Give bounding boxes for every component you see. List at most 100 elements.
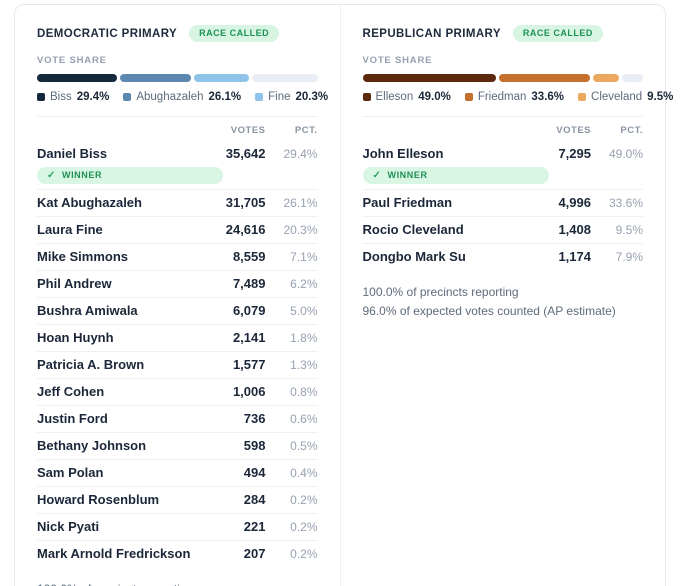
candidate-row: Justin Ford 736 0.6%	[37, 406, 318, 433]
candidate-votes: 221	[243, 519, 266, 534]
results-table-body: Daniel Biss ✓ WINNER 35,642 29.4% Kat Abughaz…	[37, 141, 318, 567]
results-table-body: John Elleson ✓ WINNER 7,295 49.0% Paul Friedm…	[362, 141, 643, 270]
candidate-name-cell: Mark Arnold Fredrickson	[37, 546, 196, 561]
candidate-votes: 2,141	[232, 330, 266, 345]
legend-item-fine: Fine 20.3%	[255, 91, 328, 103]
candidate-header-cell	[37, 125, 196, 136]
legend-item-friedman: Friedman 33.6%	[464, 91, 564, 103]
candidate-name: Kat Abughazaleh	[37, 195, 142, 210]
race-called-badge: RACE CALLED	[512, 25, 603, 42]
candidate-name-cell: Justin Ford	[37, 411, 196, 426]
candidate-votes: 6,079	[232, 303, 266, 318]
candidate-row: Nick Pyati 221 0.2%	[37, 514, 318, 541]
check-icon: ✓	[372, 169, 382, 181]
candidate-name-cell: Patricia A. Brown	[37, 357, 196, 372]
candidate-votes: 1,577	[232, 357, 266, 372]
candidate-row: Hoan Huynh 2,141 1.8%	[37, 325, 318, 352]
legend-candidate-name: Biss	[50, 91, 72, 103]
candidate-votes: 31,705	[225, 195, 266, 210]
candidate-pct: 33.6%	[608, 196, 643, 210]
candidate-row: Bethany Johnson 598 0.5%	[37, 433, 318, 460]
legend-swatch-icon	[578, 93, 587, 101]
candidate-pct: 0.4%	[290, 466, 318, 480]
candidate-name-cell: Rocio Cleveland	[363, 222, 522, 237]
race-called-badge: RACE CALLED	[189, 25, 280, 42]
results-card: DEMOCRATIC PRIMARY RACE CALLED VOTE SHAR…	[14, 4, 673, 586]
legend-candidate-name: Abughazaleh	[136, 91, 204, 103]
legend-candidate-name: Cleveland	[591, 91, 643, 103]
winner-badge: ✓ WINNER	[37, 167, 223, 184]
candidate-row: Mark Arnold Fredrickson 207 0.2%	[37, 541, 318, 567]
candidate-name-cell: Phil Andrew	[37, 276, 196, 291]
vote-share-label: VOTE SHARE	[362, 55, 433, 66]
candidate-pct: 6.2%	[290, 277, 318, 291]
candidate-name-cell: Jeff Cohen	[37, 384, 196, 399]
legend-candidate-name: Elleson	[375, 91, 414, 103]
candidate-pct: 20.3%	[283, 223, 318, 237]
bar-segment-remainder	[621, 74, 643, 82]
candidate-votes: 7,489	[232, 276, 266, 291]
vote-share-legend: Biss 29.4% Abughazaleh 26.1% Fine 20.3%	[37, 91, 328, 103]
candidate-row: Sam Polan 494 0.4%	[37, 460, 318, 487]
legend-swatch-icon	[37, 93, 45, 101]
candidate-pct: 0.2%	[290, 493, 318, 507]
panel-title: DEMOCRATIC PRIMARY	[37, 27, 178, 40]
candidate-name-cell: Daniel Biss ✓ WINNER	[37, 146, 223, 184]
candidate-header-cell	[363, 125, 522, 136]
reporting-footer: 100.0% of precincts reporting 96.0% of e…	[363, 283, 644, 321]
winner-badge: ✓ WINNER	[362, 167, 549, 184]
candidate-name-cell: Hoan Huynh	[37, 330, 196, 345]
candidate-name: Bushra Amiwala	[37, 303, 138, 318]
candidate-name-cell: Laura Fine	[37, 222, 196, 237]
candidate-name: Bethany Johnson	[37, 438, 147, 453]
candidate-name-cell: Dongbo Mark Su	[363, 249, 522, 264]
candidate-pct: 26.1%	[283, 196, 318, 210]
bar-segment-abughazaleh	[119, 74, 191, 82]
candidate-pct: 0.2%	[290, 520, 318, 534]
candidate-row: Howard Rosenblum 284 0.2%	[37, 487, 318, 514]
legend-swatch-icon	[464, 93, 473, 101]
bar-segment-fine	[193, 74, 249, 82]
legend-candidate-pct: 26.1%	[208, 91, 242, 103]
candidate-pct: 9.5%	[615, 223, 643, 237]
candidate-name: Paul Friedman	[362, 195, 453, 210]
candidate-row: Rocio Cleveland 1,408 9.5%	[362, 217, 643, 244]
expected-votes-text: 96.0% of expected votes counted (AP esti…	[362, 304, 616, 318]
candidate-name: Mark Arnold Fredrickson	[37, 546, 191, 561]
legend-swatch-icon	[255, 93, 264, 101]
candidate-name: Rocio Cleveland	[362, 222, 464, 237]
candidate-name-cell: Paul Friedman	[363, 195, 522, 210]
candidate-pct: 0.2%	[290, 547, 318, 561]
candidate-votes: 598	[243, 438, 266, 453]
results-table: VOTES PCT. John Elleson ✓ WINNER 7,295 49.0%…	[362, 116, 644, 270]
bar-segment-elleson	[362, 74, 496, 82]
candidate-pct: 0.8%	[290, 385, 318, 399]
check-icon: ✓	[47, 169, 56, 181]
panel-title: REPUBLICAN PRIMARY	[362, 27, 501, 40]
candidate-pct: 49.0%	[608, 147, 643, 161]
democratic-primary-panel: DEMOCRATIC PRIMARY RACE CALLED VOTE SHAR…	[15, 5, 340, 586]
bar-segment-cleveland	[592, 74, 619, 82]
results-table: VOTES PCT. Daniel Biss ✓ WINNER 35,642 29.4%…	[37, 116, 318, 567]
legend-candidate-pct: 20.3%	[295, 91, 329, 103]
vote-share-bar	[37, 74, 318, 82]
candidate-pct: 5.0%	[290, 304, 318, 318]
vote-share-bar	[362, 74, 643, 82]
legend-item-biss: Biss 29.4%	[37, 91, 109, 103]
candidate-name-cell: Bushra Amiwala	[37, 303, 196, 318]
results-table-header: VOTES PCT.	[363, 117, 644, 141]
candidate-name: Sam Polan	[37, 465, 104, 480]
candidate-votes: 494	[243, 465, 266, 480]
candidate-pct: 1.3%	[290, 358, 318, 372]
candidate-row: Phil Andrew 7,489 6.2%	[37, 271, 318, 298]
candidate-votes: 284	[243, 492, 266, 507]
candidate-name: Jeff Cohen	[37, 384, 105, 399]
candidate-name-cell: John Elleson ✓ WINNER	[362, 146, 549, 184]
winner-label: WINNER	[61, 170, 103, 180]
winner-label: WINNER	[387, 170, 428, 180]
bar-segment-friedman	[498, 74, 590, 82]
candidate-row: Jeff Cohen 1,006 0.8%	[37, 379, 318, 406]
candidate-pct: 1.8%	[290, 331, 318, 345]
bar-segment-biss	[37, 74, 117, 82]
